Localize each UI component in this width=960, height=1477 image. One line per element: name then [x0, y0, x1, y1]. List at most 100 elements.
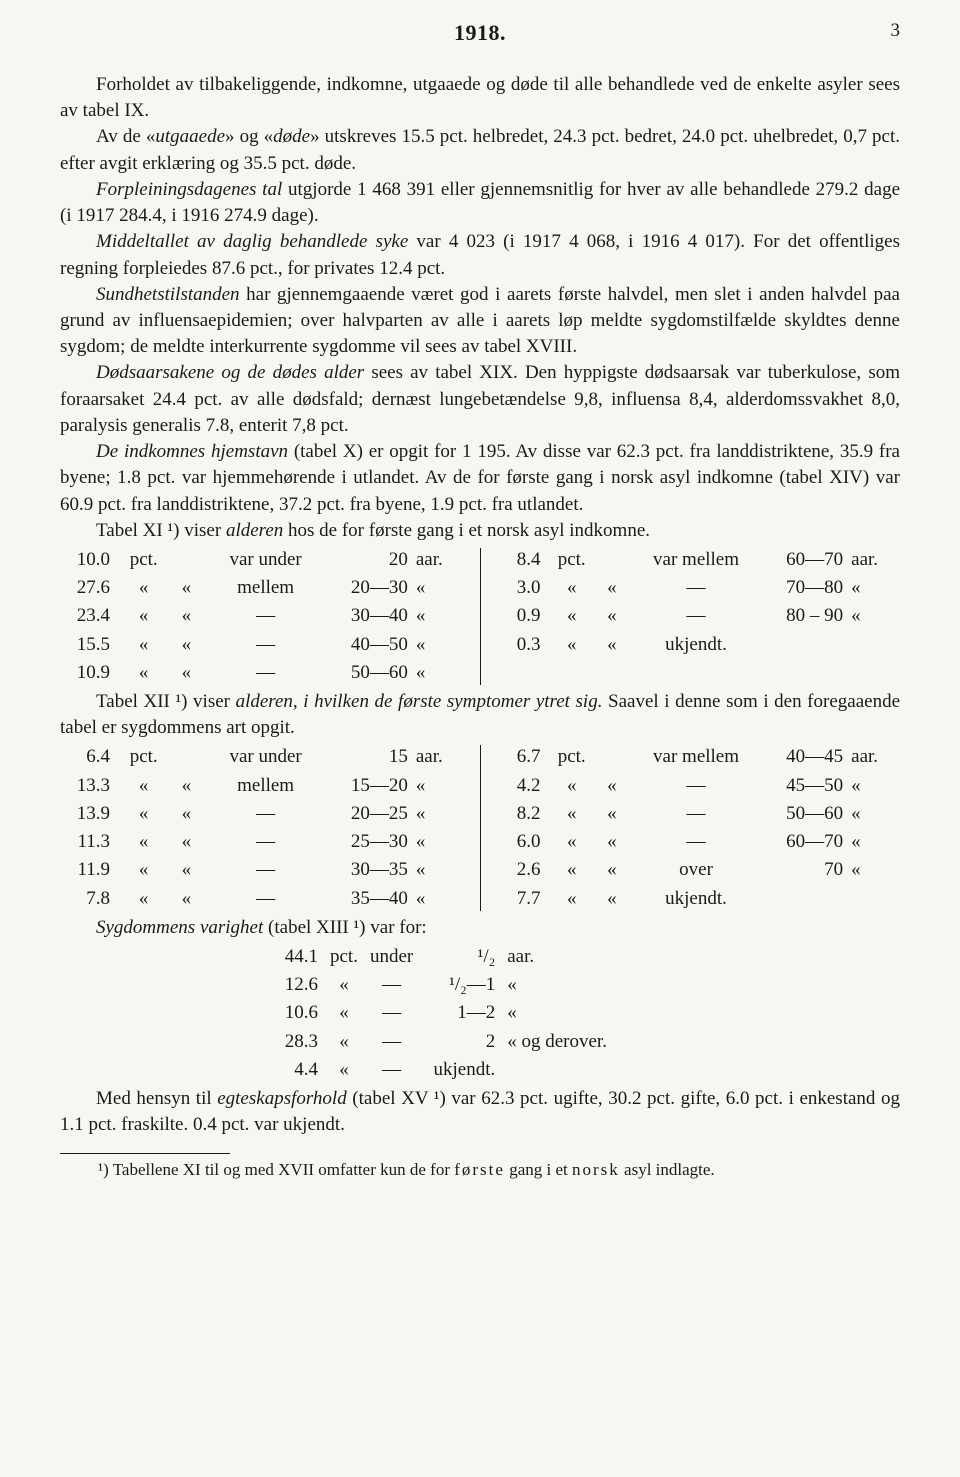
table-cell: 50—60	[767, 800, 847, 828]
table-row: 4.4«—ukjendt.	[260, 1056, 613, 1084]
table-cell: «	[173, 800, 199, 828]
para-11: Med hensyn til egteskapsforhold (tabel X…	[60, 1086, 900, 1138]
table-cell: 80 – 90	[767, 602, 847, 630]
table-cell: «	[847, 800, 900, 828]
para-4: Middeltallet av daglig behandlede syke v…	[60, 229, 900, 281]
para-8: Tabel XI ¹) viser alderen hos de for før…	[60, 518, 900, 544]
page-number: 3	[891, 18, 901, 44]
table-row: 8.2««—50—60«	[491, 800, 901, 828]
table-cell: 0.9	[491, 602, 545, 630]
para-5: Sundhetstilstanden har gjennemgaaende væ…	[60, 282, 900, 361]
table-cell: 10.9	[60, 659, 114, 687]
table-row: 0.9««—80 – 90«	[491, 602, 901, 630]
table-cell: —	[199, 631, 332, 659]
table-cell: aar.	[412, 546, 470, 574]
table-cell: «	[114, 631, 173, 659]
table-cell: «	[412, 602, 470, 630]
para-3-it: Forpleiningsdagenes tal	[96, 179, 282, 200]
table-cell: «	[173, 631, 199, 659]
table-row: 44.1pct.under¹/₂aar.	[260, 943, 613, 971]
table-cell: ukjendt.	[625, 631, 767, 659]
table-cell: over	[625, 856, 767, 884]
table-cell: 13.3	[60, 772, 114, 800]
table-cell: 2.6	[491, 856, 545, 884]
para-8-it: alderen	[226, 520, 283, 541]
para-6: Dødsaarsakene og de dødes alder sees av …	[60, 360, 900, 439]
table-cell: pct.	[114, 743, 173, 771]
table-cell: 35—40	[332, 885, 412, 913]
age-table-a-right: 8.4pct.var mellem60—70aar.3.0««—70—80«0.…	[491, 546, 901, 687]
table-cell: « og derover.	[501, 1028, 613, 1056]
table-cell: pct.	[324, 943, 364, 971]
table-cell: 4.2	[491, 772, 545, 800]
table-cell: 70—80	[767, 574, 847, 602]
table-cell: «	[114, 602, 173, 630]
table-cell: «	[173, 828, 199, 856]
table-cell: «	[412, 659, 470, 687]
table-cell: 6.4	[60, 743, 114, 771]
table-row: 0.3««ukjendt.	[491, 631, 901, 659]
table-cell: «	[412, 631, 470, 659]
table-cell: «	[599, 772, 625, 800]
table-cell: «	[173, 574, 199, 602]
footnote-1: ¹) Tabellene XI til og med XVII omfatter…	[60, 1158, 900, 1181]
footnote-1-s2: norsk	[572, 1160, 620, 1179]
table-cell: «	[599, 800, 625, 828]
table-cell: 2	[419, 1028, 501, 1056]
table-cell: «	[173, 772, 199, 800]
table-cell: 11.3	[60, 828, 114, 856]
table-cell: aar.	[847, 743, 900, 771]
table-cell: «	[545, 800, 599, 828]
table-cell: 20—30	[332, 574, 412, 602]
table-cell: 44.1	[260, 943, 324, 971]
table-cell: 7.7	[491, 885, 545, 913]
para-4-it: Middeltallet av daglig behandlede syke	[96, 231, 408, 252]
table-cell: —	[199, 856, 332, 884]
table-cell: «	[114, 828, 173, 856]
table-cell: «	[545, 631, 599, 659]
table-row: 10.6«—1—2«	[260, 999, 613, 1027]
age-table-b-right: 6.7pct.var mellem40—45aar.4.2««—45—50«8.…	[491, 743, 901, 912]
table-cell	[767, 885, 847, 913]
table-cell: «	[545, 856, 599, 884]
table-cell: 60—70	[767, 828, 847, 856]
table-cell: «	[412, 828, 470, 856]
table-cell: «	[324, 1056, 364, 1084]
age-table-a-left: 10.0pct.var under20aar.27.6««mellem20—30…	[60, 546, 470, 687]
table-cell: —	[199, 659, 332, 687]
table-row: 4.2««—45—50«	[491, 772, 901, 800]
table-cell: var mellem	[625, 546, 767, 574]
table-cell: aar.	[501, 943, 613, 971]
table-cell	[847, 885, 900, 913]
table-cell: «	[847, 828, 900, 856]
table-cell: «	[501, 999, 613, 1027]
table-cell: var mellem	[625, 743, 767, 771]
table-cell: 12.6	[260, 971, 324, 999]
table-cell: —	[199, 602, 332, 630]
table-cell: «	[173, 602, 199, 630]
table-cell: 1—2	[419, 999, 501, 1027]
table-cell: 15—20	[332, 772, 412, 800]
table-cell: 23.4	[60, 602, 114, 630]
para-9-a: Tabel XII ¹) viser	[96, 691, 236, 712]
table-cell: «	[173, 659, 199, 687]
table-cell: «	[173, 885, 199, 913]
table-cell: «	[412, 772, 470, 800]
table-cell: «	[324, 1028, 364, 1056]
table-cell: «	[173, 856, 199, 884]
table-cell: «	[412, 800, 470, 828]
table-cell: —	[625, 828, 767, 856]
footnote-1-a: ¹) Tabellene XI til og med XVII omfatter…	[98, 1160, 454, 1179]
para-10-rest: (tabel XIII ¹) var for:	[263, 917, 426, 938]
para-2-it2: døde	[273, 126, 310, 147]
table-cell: aar.	[412, 743, 470, 771]
table-cell: —	[199, 800, 332, 828]
para-11-it: egteskapsforhold	[217, 1088, 346, 1109]
table-cell: «	[412, 885, 470, 913]
year-heading: 1918.	[454, 18, 506, 48]
table-row: 10.0pct.var under20aar.	[60, 546, 470, 574]
para-7: De indkomnes hjemstavn (tabel X) er opgi…	[60, 439, 900, 518]
table-cell: pct.	[545, 546, 599, 574]
table-cell	[501, 1056, 613, 1084]
table-cell	[767, 631, 847, 659]
